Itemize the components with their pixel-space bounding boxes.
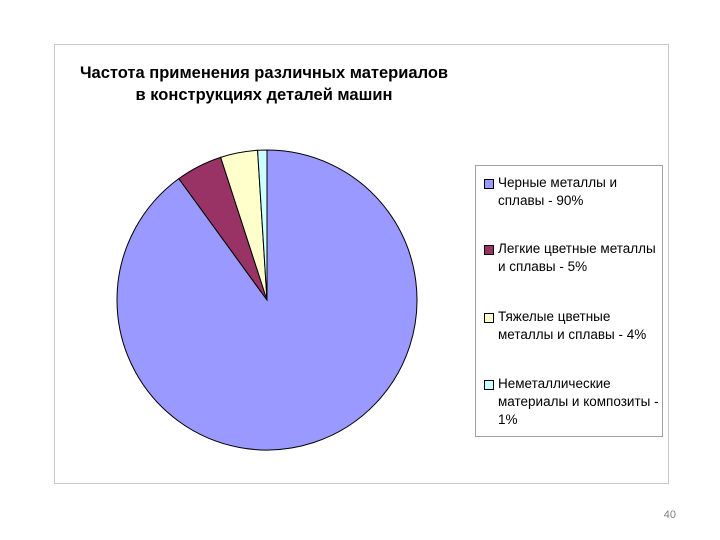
legend-item-light-nonferrous: Легкие цветные металлы и сплавы - 5%: [484, 240, 660, 276]
legend-item-nonmetallic: Неметаллические материалы и композиты - …: [484, 375, 660, 429]
legend-swatch-nonmetallic: [484, 380, 494, 390]
legend-swatch-light-nonferrous: [484, 245, 494, 255]
legend-item-ferrous: Черные металлы и сплавы - 90%: [484, 174, 660, 210]
legend-swatch-ferrous: [484, 179, 494, 189]
legend-label-nonmetallic: Неметаллические материалы и композиты - …: [498, 376, 659, 427]
chart-legend: Черные металлы и сплавы - 90% Легкие цве…: [475, 165, 663, 437]
chart-title-line-1: Частота применения различных материалов: [79, 64, 449, 82]
legend-swatch-heavy-nonferrous: [484, 313, 494, 323]
pie-slice-nonmetallic: [257, 149, 268, 301]
page-number: 40: [663, 509, 676, 521]
legend-label-light-nonferrous: Легкие цветные металлы и сплавы - 5%: [498, 241, 656, 274]
legend-label-ferrous: Черные металлы и сплавы - 90%: [498, 175, 618, 208]
legend-item-heavy-nonferrous: Тяжелые цветные металлы и сплавы - 4%: [484, 308, 660, 344]
legend-label-heavy-nonferrous: Тяжелые цветные металлы и сплавы - 4%: [498, 309, 647, 342]
chart-title-line-2: в конструкциях деталей машин: [135, 86, 393, 104]
chart-title: Частота применения различных материалов …: [54, 62, 474, 106]
